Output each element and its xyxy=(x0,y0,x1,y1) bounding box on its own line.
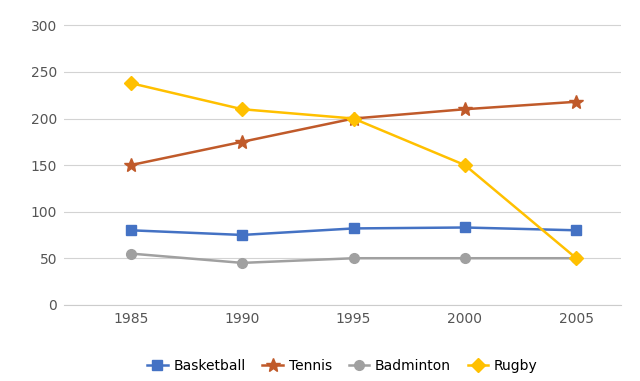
Basketball xyxy=(461,225,468,230)
Line: Basketball: Basketball xyxy=(126,223,581,240)
Line: Badminton: Badminton xyxy=(126,249,581,268)
Basketball xyxy=(238,233,246,237)
Rugby xyxy=(572,256,580,261)
Rugby xyxy=(238,107,246,112)
Line: Tennis: Tennis xyxy=(124,95,583,172)
Tennis xyxy=(349,116,357,121)
Badminton xyxy=(238,261,246,265)
Tennis xyxy=(572,99,580,104)
Rugby xyxy=(349,116,357,121)
Line: Rugby: Rugby xyxy=(126,78,581,263)
Badminton xyxy=(127,251,134,256)
Legend: Basketball, Tennis, Badminton, Rugby: Basketball, Tennis, Badminton, Rugby xyxy=(147,359,538,373)
Badminton xyxy=(572,256,580,261)
Rugby xyxy=(461,163,468,167)
Basketball xyxy=(127,228,134,232)
Basketball xyxy=(572,228,580,232)
Tennis xyxy=(238,139,246,144)
Badminton xyxy=(349,256,357,261)
Tennis xyxy=(461,107,468,112)
Basketball xyxy=(349,226,357,231)
Badminton xyxy=(461,256,468,261)
Tennis xyxy=(127,163,134,167)
Rugby xyxy=(127,81,134,85)
